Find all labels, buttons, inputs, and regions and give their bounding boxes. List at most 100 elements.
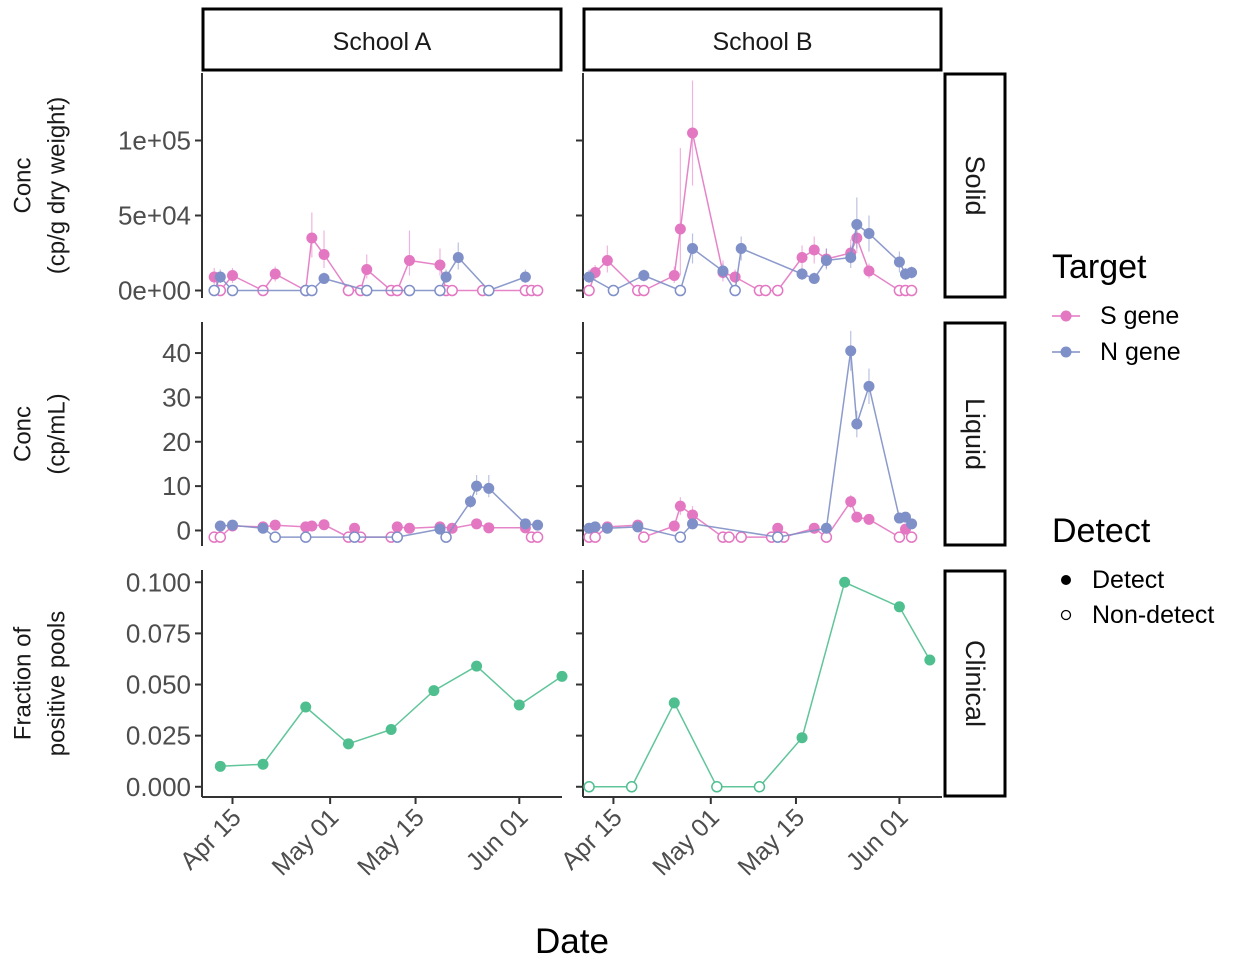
data-point-detect	[906, 267, 918, 278]
strip-label-liquid: Liquid	[960, 398, 990, 470]
data-point-non-detect	[729, 284, 741, 297]
data-point-detect	[440, 271, 452, 283]
legend-label-non-detect: Non-detect	[1092, 601, 1214, 629]
data-point-non-detect	[391, 531, 404, 543]
data-point-non-detect	[531, 531, 544, 543]
data-point-non-detect	[583, 284, 595, 297]
data-point-detect	[729, 271, 741, 283]
legend-key-detect	[1061, 575, 1071, 585]
data-point-detect	[687, 243, 699, 254]
strip-liquid	[943, 321, 1007, 547]
data-point-detect	[556, 670, 568, 682]
data-point-detect	[674, 223, 686, 235]
legend-title-detect: Detect	[1052, 512, 1151, 550]
data-point-detect	[601, 522, 613, 534]
data-point-detect	[342, 738, 354, 750]
data-point-non-detect	[269, 531, 281, 543]
data-point-detect	[214, 271, 226, 283]
y-tick-label: 0.050	[126, 670, 191, 700]
x-tick-label: May 15	[352, 803, 430, 881]
data-point-detect	[269, 268, 281, 280]
data-point-non-detect	[905, 284, 918, 297]
y-tick-label: 5e+04	[118, 201, 191, 231]
data-point-non-detect	[674, 284, 687, 297]
data-point-non-detect	[771, 531, 784, 543]
data-point-detect	[820, 255, 832, 266]
y-tick-label: 0.075	[126, 618, 191, 648]
data-point-detect	[214, 760, 226, 772]
data-point-detect	[687, 127, 699, 139]
data-point-detect	[589, 521, 601, 533]
y-tick-label: 0e+00	[118, 276, 191, 306]
data-point-detect	[808, 244, 820, 256]
data-point-detect	[471, 480, 483, 492]
data-point-non-detect	[403, 284, 416, 297]
data-point-detect	[318, 249, 330, 260]
data-point-detect	[845, 345, 857, 357]
data-point-detect	[403, 255, 415, 266]
data-point-detect	[863, 513, 875, 525]
data-point-detect	[863, 265, 875, 277]
y-tick-label: 0	[177, 515, 191, 545]
series-line-clinical	[589, 581, 931, 788]
data-point-detect	[583, 271, 595, 283]
data-point-non-detect	[771, 284, 784, 297]
data-point-non-detect	[723, 531, 735, 543]
data-point-detect	[300, 701, 312, 713]
data-point-detect	[893, 601, 905, 613]
series-line-n-gene	[588, 350, 913, 538]
data-point-detect	[318, 273, 330, 284]
strip-label-clinical: Clinical	[960, 640, 990, 727]
data-point-detect	[464, 496, 476, 508]
legend-key-non-detect	[1060, 609, 1072, 621]
x-tick-label: Jun 01	[461, 803, 534, 876]
data-point-non-detect	[531, 284, 544, 297]
data-point-non-detect	[483, 284, 495, 297]
data-point-non-detect	[638, 284, 650, 297]
data-point-detect	[674, 500, 686, 512]
data-point-non-detect	[674, 531, 687, 543]
data-point-detect	[306, 232, 318, 244]
strip-solid	[943, 72, 1007, 299]
data-point-detect	[717, 265, 729, 277]
data-point-detect	[906, 518, 918, 530]
data-point-detect	[227, 270, 239, 281]
strip-label-solid: Solid	[960, 155, 990, 215]
data-point-detect	[361, 264, 373, 275]
data-point-detect	[924, 654, 936, 666]
data-point-detect	[893, 256, 905, 268]
legend-title-target: Target	[1052, 248, 1147, 286]
data-point-non-detect	[360, 284, 373, 297]
data-point-detect	[687, 509, 699, 521]
data-point-detect	[318, 519, 330, 531]
data-point-non-detect	[753, 781, 766, 793]
series-line-clinical	[220, 665, 563, 768]
strip-label-school-b: School B	[712, 28, 812, 56]
strip-school-a	[201, 7, 563, 72]
data-point-detect	[668, 697, 680, 709]
data-point-non-detect	[208, 284, 220, 297]
data-point-non-detect	[759, 284, 772, 297]
data-point-detect	[687, 518, 699, 530]
data-point-detect	[668, 270, 680, 281]
data-point-detect	[668, 520, 680, 532]
x-tick-label: May 01	[647, 803, 725, 881]
data-point-non-detect	[625, 781, 638, 793]
data-point-detect	[403, 522, 415, 534]
y-tick-label: 20	[162, 427, 191, 457]
data-point-detect	[808, 522, 820, 534]
legend-label-n-gene: N gene	[1100, 338, 1181, 366]
data-point-non-detect	[446, 284, 458, 297]
data-point-detect	[796, 252, 808, 263]
data-point-detect	[638, 270, 650, 281]
data-point-non-detect	[434, 284, 446, 297]
data-point-detect	[632, 521, 644, 533]
y-axis-label: Fraction of	[10, 626, 37, 740]
data-point-detect	[845, 252, 857, 263]
strip-label-school-a: School A	[333, 28, 432, 56]
data-point-non-detect	[607, 284, 620, 297]
series-line-s-gene	[213, 236, 538, 292]
data-point-detect	[513, 699, 525, 711]
data-point-detect	[214, 520, 226, 532]
